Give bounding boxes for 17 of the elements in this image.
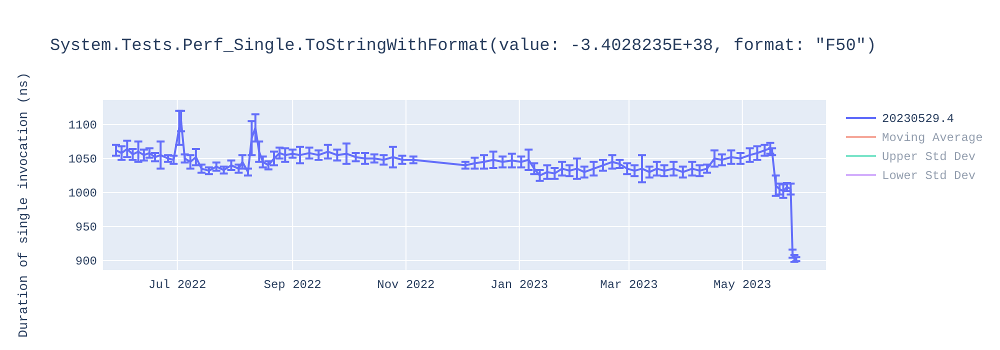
- y-tick-label: 1000: [68, 186, 97, 200]
- y-tick-label: 900: [75, 254, 97, 268]
- x-tick-label: Sep 2022: [264, 278, 322, 292]
- legend-label: 20230529.4: [882, 112, 954, 126]
- x-tick-label: May 2023: [714, 278, 772, 292]
- chart-title: System.Tests.Perf_Single.ToStringWithFormat(value: -3.4028235E+38, format: "F50"): [50, 37, 876, 56]
- x-tick-label: Nov 2022: [377, 278, 435, 292]
- legend-label: Moving Average: [882, 131, 983, 145]
- x-tick-label: Mar 2023: [600, 278, 658, 292]
- y-tick-label: 1050: [68, 152, 97, 166]
- legend-label: Lower Std Dev: [882, 169, 976, 183]
- y-tick-label: 950: [75, 220, 97, 234]
- x-tick-label: Jan 2023: [490, 278, 548, 292]
- y-tick-label: 1100: [68, 118, 97, 132]
- y-axis-title: Duration of single invocation (ns): [16, 72, 31, 338]
- x-tick-label: Jul 2022: [148, 278, 206, 292]
- legend-label: Upper Std Dev: [882, 150, 976, 164]
